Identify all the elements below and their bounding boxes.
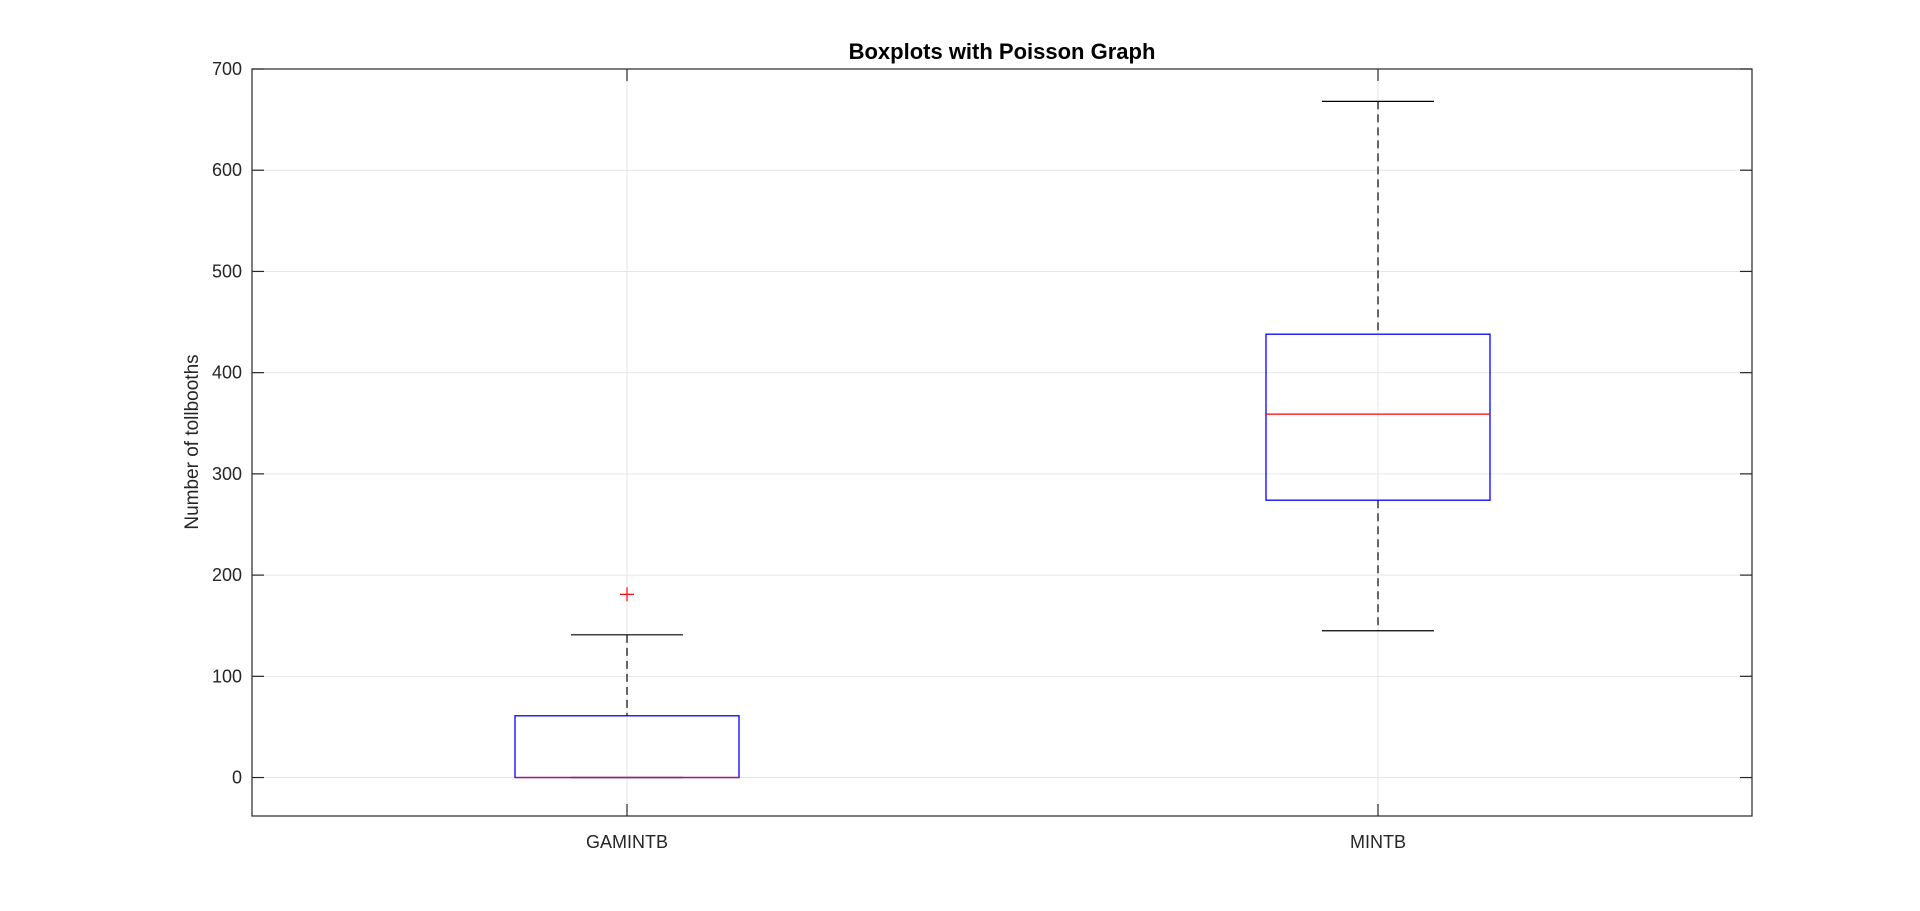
boxplot-gamintb [514, 587, 740, 779]
y-tick-label: 500 [212, 261, 242, 281]
grid-layer [252, 68, 1752, 816]
y-tick-label: 300 [212, 464, 242, 484]
box-layer [514, 100, 1491, 779]
y-tick-label: 100 [212, 666, 242, 686]
x-tick-label: MINTB [1350, 832, 1406, 852]
plot-frame [251, 68, 1753, 817]
boxplot-mintb [1265, 100, 1491, 632]
x-tick-label: GAMINTB [586, 832, 668, 852]
y-axis-label: Number of tollbooths [182, 354, 203, 529]
y-tick-label: 0 [232, 768, 242, 788]
y-tick-label: 700 [212, 59, 242, 79]
chart-title: Boxplots with Poisson Graph [849, 39, 1156, 64]
y-tick-label: 200 [212, 565, 242, 585]
tick-layer: 0 100 200 300 400 500 600 700 GAMINTB MINTB [212, 59, 1752, 852]
y-tick-label: 600 [212, 160, 242, 180]
y-tick-label: 400 [212, 363, 242, 383]
outlier-marker [620, 587, 634, 602]
box-iqr [1265, 333, 1491, 501]
